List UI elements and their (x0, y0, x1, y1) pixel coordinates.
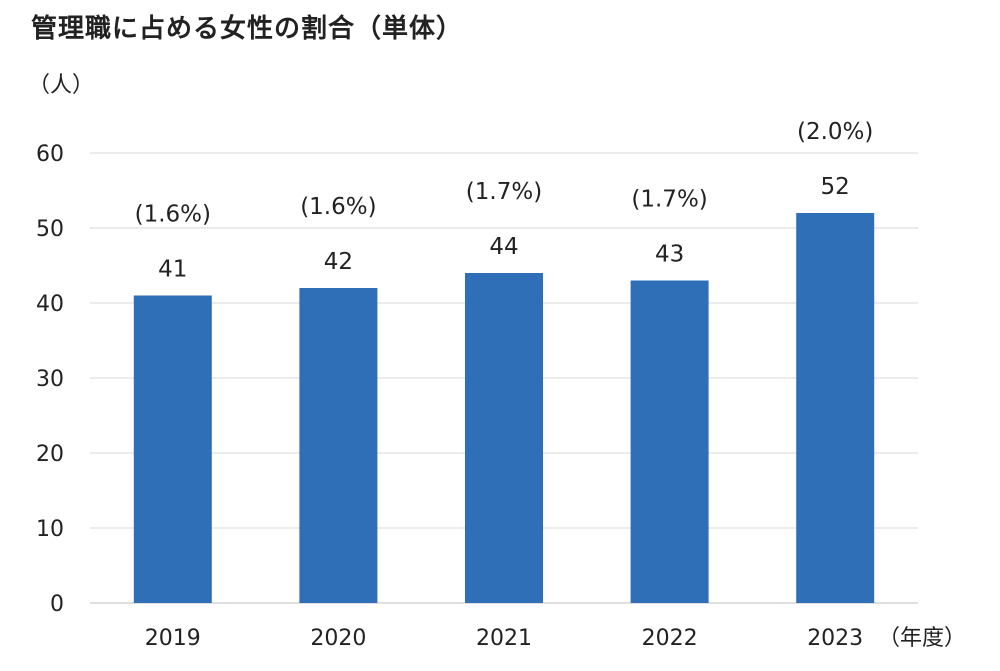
bar-percent-annotation: (1.7%) (631, 187, 707, 213)
x-axis-unit-label: （年度） (878, 626, 966, 651)
bar (630, 280, 709, 603)
bar (796, 213, 875, 603)
x-tick-label: 2021 (476, 626, 532, 651)
bar (299, 288, 378, 603)
bar (465, 273, 543, 603)
chart-title: 管理職に占める女性の割合（単体） (31, 14, 464, 44)
y-tick-label: 50 (36, 217, 64, 242)
bar-percent-annotation: (1.6%) (300, 194, 376, 220)
x-tick-label: 2023 (807, 626, 863, 651)
bars (133, 213, 875, 603)
bar-value-label: 42 (324, 249, 353, 275)
y-tick-label: 30 (36, 367, 64, 392)
y-tick-label: 40 (36, 292, 64, 317)
labels: 0 10 20 30 40 50 60 41 (1.6%) 2019 42 (1.6%) 2020 44 (… (36, 119, 873, 651)
y-tick-label: 60 (36, 142, 64, 167)
bar-value-label: 44 (489, 234, 518, 260)
bar-percent-annotation: (1.7%) (466, 179, 542, 205)
x-tick-label: 2022 (642, 626, 698, 651)
y-axis-unit-label: （人） (28, 73, 94, 98)
x-tick-label: 2019 (145, 626, 201, 651)
bar-value-label: 41 (158, 257, 187, 283)
x-tick-label: 2020 (310, 626, 366, 651)
y-tick-label: 20 (36, 442, 64, 467)
y-tick-label: 10 (36, 517, 64, 542)
bar-value-label: 52 (821, 174, 850, 200)
bar-percent-annotation: (1.6%) (135, 202, 211, 228)
bar (133, 295, 212, 603)
bar-percent-annotation: (2.0%) (797, 119, 873, 145)
y-tick-label: 0 (50, 592, 64, 617)
bar-value-label: 43 (655, 242, 684, 268)
